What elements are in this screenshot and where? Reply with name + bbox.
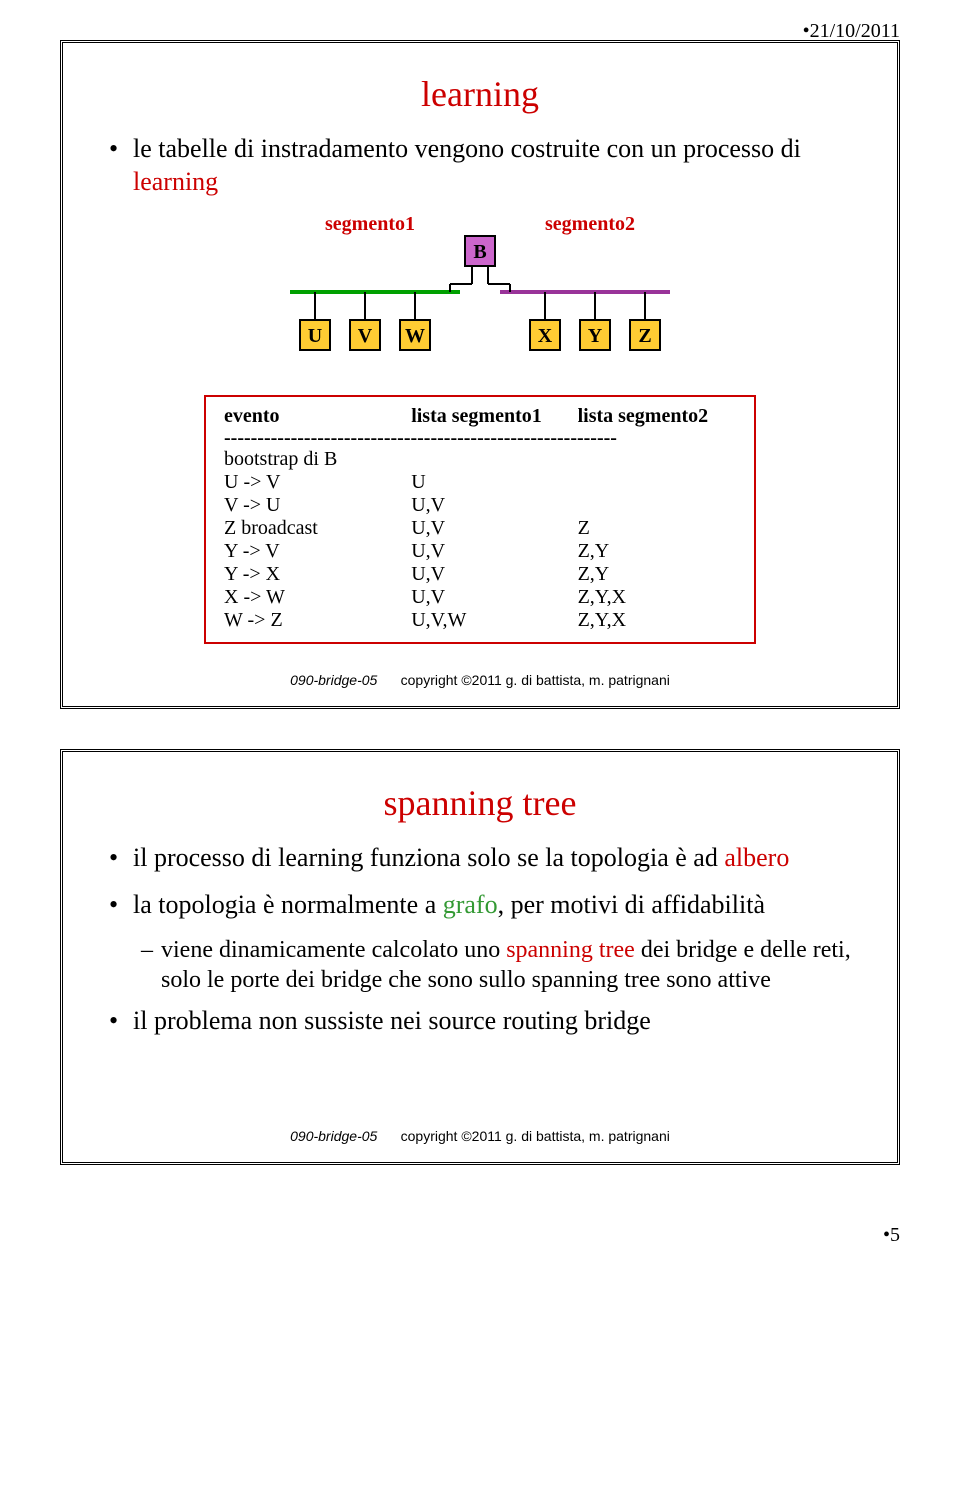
table-row: X -> WU,VZ,Y,X (220, 586, 740, 609)
hdr-seg2: lista segmento2 (574, 405, 740, 428)
hosts-right-group: X Y Z (530, 292, 660, 350)
page: •21/10/2011 learning le tabelle di instr… (0, 0, 960, 1265)
network-diagram: segmento1 segmento2 B U (260, 212, 700, 377)
table-row: V -> UU,V (220, 494, 740, 517)
diagram-svg: segmento1 segmento2 B U (260, 212, 700, 372)
slide1-b1-pre: le tabelle di instradamento vengono cost… (133, 134, 801, 163)
slide1-title: learning (103, 73, 857, 115)
table-row: evento lista segmento1 lista segmento2 (220, 405, 740, 428)
host-y: Y (588, 325, 603, 347)
s2-b1-red: albero (724, 843, 789, 872)
footer-id: 090-bridge-05 (290, 672, 377, 688)
table-row: Y -> VU,VZ,Y (220, 540, 740, 563)
slide2-title: spanning tree (103, 782, 857, 824)
s2-b1-pre: il processo di learning funziona solo se… (133, 843, 724, 872)
table-row: bootstrap di B (220, 448, 740, 471)
date-text: 21/10/2011 (810, 20, 900, 42)
footer-copy-2: copyright ©2011 g. di battista, m. patri… (401, 1128, 670, 1144)
table-row: U -> VU (220, 471, 740, 494)
slide2-bullet1: il processo di learning funziona solo se… (103, 842, 857, 875)
event-table: evento lista segmento1 lista segmento2 -… (220, 405, 740, 632)
slide1-bullet1: le tabelle di instradamento vengono cost… (103, 133, 857, 198)
slide2-footer: 090-bridge-05 copyright ©2011 g. di batt… (103, 1128, 857, 1144)
slide1-b1-red: learning (133, 167, 218, 196)
slide2-subbullet1: viene dinamicamente calcolato uno spanni… (103, 935, 857, 995)
page-num-text: 5 (890, 1224, 900, 1246)
slide1-footer: 090-bridge-05 copyright ©2011 g. di batt… (103, 672, 857, 688)
host-x: X (538, 325, 553, 347)
table-separator: ----------------------------------------… (220, 428, 740, 448)
footer-id-2: 090-bridge-05 (290, 1128, 377, 1144)
s2-sb1-pre: viene dinamicamente calcolato uno (161, 937, 506, 963)
s2-b2-post: , per motivi di affidabilità (498, 890, 765, 919)
slide-learning: learning le tabelle di instradamento ven… (60, 40, 900, 709)
page-bullet: • (883, 1224, 890, 1246)
footer-copy: copyright ©2011 g. di battista, m. patri… (401, 672, 670, 688)
page-number: •5 (883, 1224, 900, 1247)
event-table-box: evento lista segmento1 lista segmento2 -… (204, 395, 756, 644)
s2-b2-pre: la topologia è normalmente a (133, 890, 443, 919)
date-bullet: • (803, 20, 810, 42)
table-row: Z broadcastU,VZ (220, 517, 740, 540)
slide2-bullet2: la topologia è normalmente a grafo, per … (103, 889, 857, 922)
host-u: U (308, 325, 322, 347)
host-z: Z (638, 325, 651, 347)
bridge-label: B (473, 241, 486, 263)
seg1-label: segmento1 (325, 213, 415, 235)
table-row: W -> ZU,V,WZ,Y,X (220, 609, 740, 632)
sep-text: ----------------------------------------… (220, 428, 740, 448)
slide2-bullet3: il problema non sussiste nei source rout… (103, 1005, 857, 1038)
host-w: W (405, 325, 425, 347)
s2-b2-green: grafo (443, 890, 498, 919)
seg2-label: segmento2 (545, 213, 635, 235)
table-row: Y -> XU,VZ,Y (220, 563, 740, 586)
s2-b3: il problema non sussiste nei source rout… (133, 1006, 651, 1035)
hosts-left-group: U V W (300, 292, 430, 350)
slide-spanning-tree: spanning tree il processo di learning fu… (60, 749, 900, 1165)
host-v: V (358, 325, 373, 347)
hdr-evento: evento (220, 405, 407, 428)
s2-sb1-red: spanning tree (506, 937, 635, 963)
hdr-seg1: lista segmento1 (407, 405, 573, 428)
